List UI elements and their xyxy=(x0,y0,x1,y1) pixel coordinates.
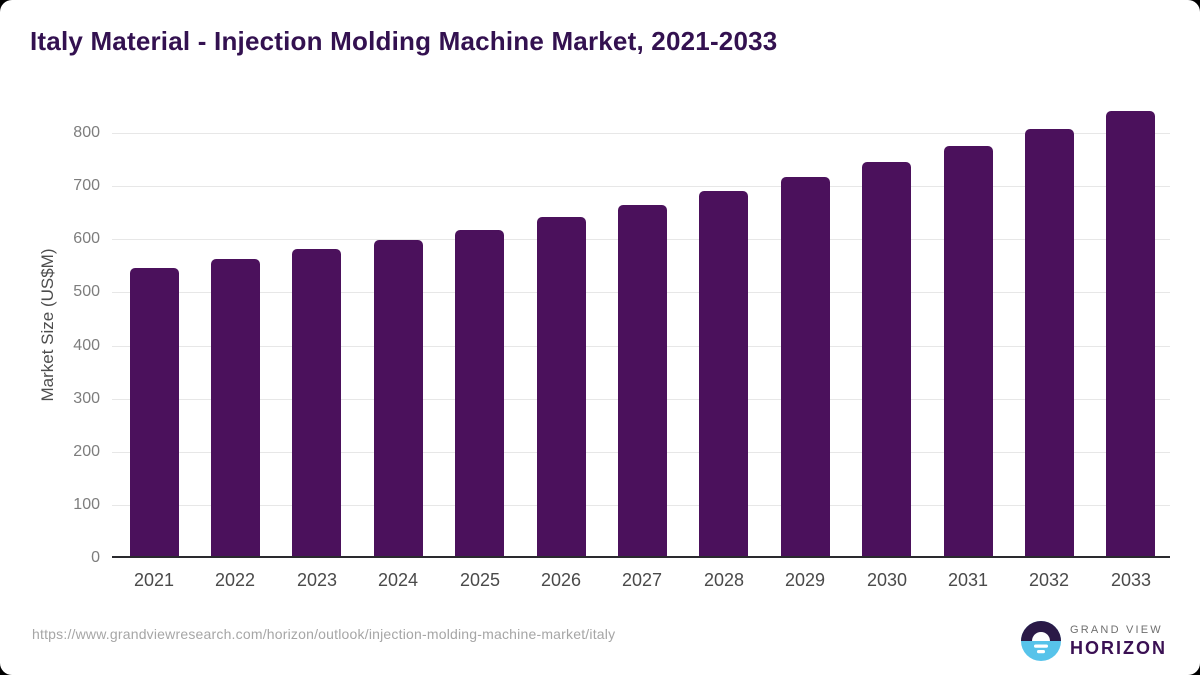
x-tick-label-2032: 2032 xyxy=(1028,570,1070,590)
bar-2031 xyxy=(944,146,993,558)
brand-logo: GRAND VIEW HORIZON xyxy=(1019,619,1167,663)
gridline-800 xyxy=(112,133,1170,134)
y-tick-label-100: 100 xyxy=(73,496,100,513)
y-tick-label-500: 500 xyxy=(73,283,100,300)
x-tick-label-2023: 2023 xyxy=(296,570,338,590)
x-tick-label-2027: 2027 xyxy=(621,570,663,590)
gridline-700 xyxy=(112,186,1170,187)
logo-text: GRAND VIEW HORIZON xyxy=(1070,624,1167,659)
source-url: https://www.grandviewresearch.com/horizo… xyxy=(32,626,616,642)
logo-grand-view-label: GRAND VIEW xyxy=(1070,623,1163,636)
bar-2033 xyxy=(1106,111,1155,558)
y-tick-label-0: 0 xyxy=(91,549,100,566)
bar-2026 xyxy=(537,217,586,558)
bar-2032 xyxy=(1025,129,1074,558)
bar-2028 xyxy=(699,191,748,558)
chart-title: Italy Material - Injection Molding Machi… xyxy=(30,26,778,56)
x-axis-line xyxy=(112,556,1170,558)
logo-horizon-label: HORIZON xyxy=(1070,637,1167,658)
bar-2025 xyxy=(455,230,504,558)
x-tick-label-2030: 2030 xyxy=(866,570,908,590)
bar-2027 xyxy=(618,205,667,558)
y-tick-label-700: 700 xyxy=(73,177,100,194)
bar-2023 xyxy=(292,249,341,558)
y-tick-label-400: 400 xyxy=(73,337,100,354)
x-tick-label-2028: 2028 xyxy=(703,570,745,590)
x-tick-label-2033: 2033 xyxy=(1110,570,1152,590)
bar-2024 xyxy=(374,240,423,558)
x-tick-label-2025: 2025 xyxy=(459,570,501,590)
bar-2022 xyxy=(211,259,260,558)
x-tick-label-2021: 2021 xyxy=(133,570,175,590)
x-tick-label-2031: 2031 xyxy=(947,570,989,590)
bar-2029 xyxy=(781,177,830,558)
bar-2021 xyxy=(130,268,179,558)
y-tick-label-800: 800 xyxy=(73,124,100,141)
x-tick-label-2026: 2026 xyxy=(540,570,582,590)
horizon-logo-icon xyxy=(1021,621,1061,661)
y-tick-label-200: 200 xyxy=(73,443,100,460)
y-tick-label-600: 600 xyxy=(73,230,100,247)
x-tick-label-2022: 2022 xyxy=(214,570,256,590)
x-tick-label-2024: 2024 xyxy=(377,570,419,590)
y-tick-label-300: 300 xyxy=(73,390,100,407)
bar-2030 xyxy=(862,162,911,558)
y-axis-title: Market Size (US$M) xyxy=(38,248,57,402)
x-tick-label-2029: 2029 xyxy=(784,570,826,590)
